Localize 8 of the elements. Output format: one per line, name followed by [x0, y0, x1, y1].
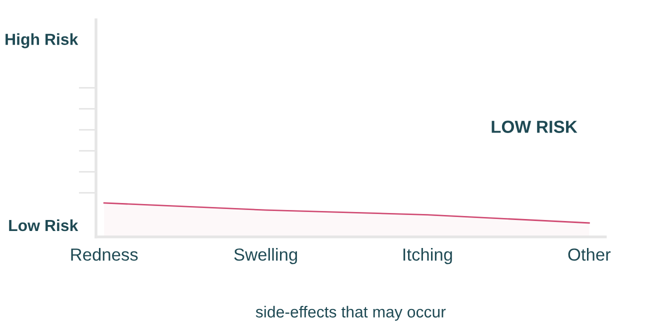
text: LOW RISK [492, 120, 578, 133]
text: Low Risk [9, 219, 78, 232]
x-tick-label: Redness [71, 248, 138, 261]
x-tick-label: Swelling [234, 248, 297, 264]
text: High Risk [6, 33, 78, 48]
x-tick-label: Itching [403, 248, 452, 264]
x-axis-title: side-effects that may occur [256, 306, 446, 321]
x-tick-label: Other [568, 248, 611, 261]
